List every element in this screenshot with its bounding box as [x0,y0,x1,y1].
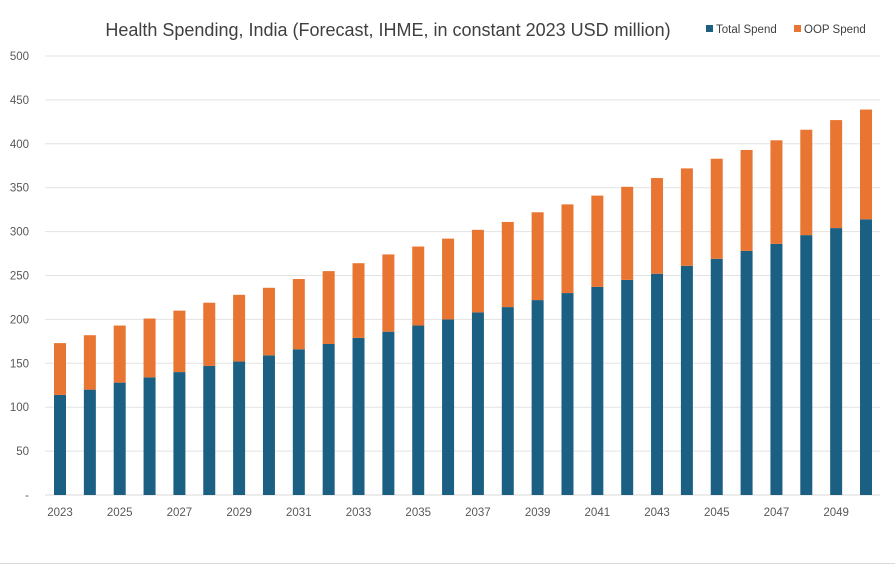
x-tick-label: 2035 [405,507,431,519]
bar-oop-spend-2023 [54,343,66,395]
bar-total-spend-2037 [471,312,484,495]
y-tick-label: - [25,490,29,502]
y-tick-label: 400 [10,139,29,151]
x-tick-label: 2047 [764,507,790,519]
bar-total-spend-2038 [501,307,514,495]
bar-oop-spend-2031 [292,279,305,350]
x-tick-label: 2029 [226,507,252,519]
bar-oop-spend-2024 [83,335,96,390]
bar-total-spend-2046 [740,250,753,495]
y-tick-label: 350 [10,183,29,195]
bar-oop-spend-2032 [322,271,335,344]
bar-total-spend-2042 [621,279,634,495]
bar-total-spend-2028 [203,365,216,495]
bar-total-spend-2036 [442,319,455,495]
bar-total-spend-2027 [173,372,186,495]
bar-total-spend-2045 [710,258,723,495]
bar-total-spend-2050 [860,219,872,496]
x-tick-label: 2031 [286,507,312,519]
y-tick-label: 300 [10,227,29,239]
legend-swatch-oop-spend [794,25,801,32]
legend-label-total-spend: Total Spend [716,24,777,36]
bar-total-spend-2032 [322,343,335,495]
legend: Total Spend OOP Spend [706,24,866,36]
chart-bottom-border [0,563,895,564]
bar-total-spend-2040 [561,293,574,495]
bar-oop-spend-2043 [651,178,664,274]
bar-total-spend-2048 [800,235,813,495]
bar-oop-spend-2029 [233,294,246,362]
x-tick-label: 2027 [167,507,193,519]
bar-oop-spend-2047 [770,140,783,244]
y-tick-label: 150 [10,358,29,370]
x-tick-label: 2039 [525,507,551,519]
bar-total-spend-2030 [262,355,275,495]
bar-total-spend-2025 [113,382,126,495]
bar-oop-spend-2046 [740,149,753,251]
bar-total-spend-2041 [591,286,604,495]
bar-oop-spend-2036 [442,238,455,320]
x-tick-label: 2049 [823,507,849,519]
bar-total-spend-2034 [382,331,395,495]
legend-label-oop-spend: OOP Spend [804,24,866,36]
bar-oop-spend-2050 [860,109,872,220]
chart-title: Health Spending, India (Forecast, IHME, … [105,20,670,40]
y-tick-label: 200 [10,314,29,326]
bar-oop-spend-2044 [680,168,693,266]
bar-oop-spend-2040 [561,204,574,294]
bar-total-spend-2035 [412,325,425,495]
bar-oop-spend-2039 [531,212,544,301]
bar-oop-spend-2041 [591,195,604,287]
bar-oop-spend-2030 [262,287,275,356]
bar-oop-spend-2025 [113,325,126,383]
x-tick-label: 2025 [107,507,133,519]
bar-oop-spend-2026 [143,318,156,378]
bar-total-spend-2026 [143,377,156,495]
bar-oop-spend-2027 [173,310,186,373]
bar-total-spend-2023 [54,394,66,495]
legend-swatch-total-spend [706,25,713,32]
bar-total-spend-2043 [651,273,664,495]
y-tick-label: 250 [10,271,29,283]
y-tick-label: 50 [16,446,29,458]
bar-total-spend-2047 [770,243,783,495]
bar-oop-spend-2034 [382,254,395,332]
bar-oop-spend-2048 [800,129,813,236]
bar-total-spend-2029 [233,361,246,495]
x-tick-label: 2045 [704,507,730,519]
x-tick-label: 2023 [47,507,73,519]
x-tick-label: 2043 [644,507,670,519]
x-tick-label: 2033 [346,507,372,519]
bar-total-spend-2049 [830,228,843,495]
bar-oop-spend-2037 [471,229,484,313]
bar-total-spend-2024 [83,389,96,495]
bar-oop-spend-2035 [412,246,425,326]
bar-total-spend-2033 [352,337,365,495]
bar-oop-spend-2038 [501,221,514,308]
bar-oop-spend-2049 [830,120,843,229]
bar-oop-spend-2028 [203,302,216,366]
y-tick-label: 500 [10,51,29,63]
y-tick-label: 100 [10,402,29,414]
bar-oop-spend-2042 [621,186,634,280]
x-tick-label: 2041 [585,507,611,519]
bar-total-spend-2031 [292,349,305,495]
x-tick-label: 2037 [465,507,491,519]
bar-total-spend-2044 [680,265,693,495]
y-tick-label: 450 [10,95,29,107]
bar-total-spend-2039 [531,300,544,495]
bar-oop-spend-2033 [352,263,365,338]
bar-oop-spend-2045 [710,158,723,259]
